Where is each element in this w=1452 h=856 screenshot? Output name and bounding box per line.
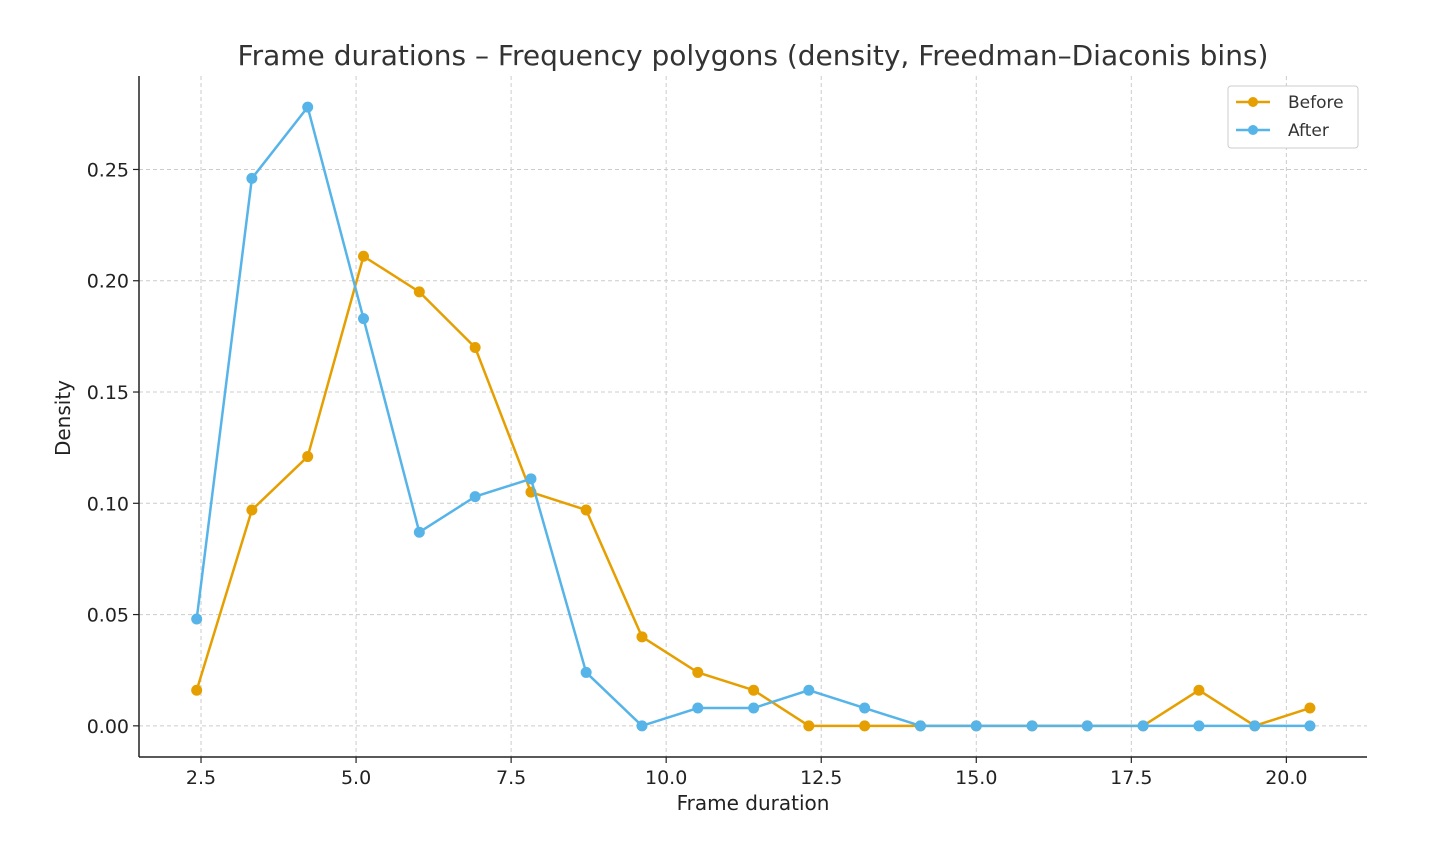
- data-point-after: [859, 702, 871, 714]
- x-tick-label: 10.0: [645, 767, 687, 789]
- axes: [138, 76, 1367, 758]
- data-point-after: [525, 473, 537, 485]
- x-tick-label: 15.0: [955, 767, 997, 789]
- data-point-after: [302, 101, 314, 113]
- data-point-before: [692, 666, 704, 678]
- y-tick-label: 0.00: [87, 716, 129, 738]
- data-point-after: [1081, 720, 1093, 732]
- chart-title: Frame durations – Frequency polygons (de…: [238, 39, 1269, 72]
- data-point-after: [1026, 720, 1038, 732]
- data-point-after: [358, 313, 370, 325]
- legend-marker-after: [1248, 125, 1258, 135]
- data-point-after: [803, 684, 815, 696]
- data-point-after: [1249, 720, 1261, 732]
- data-point-before: [1304, 702, 1316, 714]
- data-point-after: [748, 702, 760, 714]
- legend: Before After: [1227, 85, 1359, 149]
- grid-lines: [139, 76, 1367, 757]
- x-tick-label: 5.0: [341, 767, 371, 789]
- data-point-after: [191, 613, 203, 625]
- data-point-after: [636, 720, 648, 732]
- data-point-before: [413, 286, 425, 298]
- x-tick-label: 20.0: [1265, 767, 1307, 789]
- y-tick-label: 0.20: [87, 271, 129, 293]
- y-axis-ticks: 0.00 0.05 0.10 0.15 0.20 0.25: [87, 159, 139, 738]
- data-point-before: [803, 720, 815, 732]
- data-point-before: [580, 504, 592, 516]
- data-point-after: [413, 526, 425, 538]
- x-axis-ticks: 2.5 5.0 7.5 10.0 12.5 15.0 17.5 20.0: [186, 757, 1308, 789]
- x-axis-label: Frame duration: [677, 791, 830, 815]
- series-line-after: [195, 105, 1310, 728]
- data-point-after: [1137, 720, 1149, 732]
- data-point-before: [859, 720, 871, 732]
- data-point-before: [302, 451, 314, 463]
- y-tick-label: 0.10: [87, 493, 129, 515]
- y-axis-label: Density: [51, 380, 75, 456]
- data-point-before: [1193, 684, 1205, 696]
- data-point-after: [970, 720, 982, 732]
- data-point-after: [246, 172, 258, 184]
- data-point-after: [914, 720, 926, 732]
- data-point-before: [748, 684, 760, 696]
- data-point-after: [580, 666, 592, 678]
- data-point-after: [692, 702, 704, 714]
- data-point-after: [1304, 720, 1316, 732]
- y-tick-label: 0.25: [87, 159, 129, 181]
- data-point-before: [246, 504, 258, 516]
- data-point-before: [191, 684, 203, 696]
- legend-label-before: Before: [1288, 93, 1344, 113]
- x-tick-label: 17.5: [1110, 767, 1152, 789]
- x-tick-label: 7.5: [496, 767, 526, 789]
- legend-marker-before: [1248, 97, 1258, 107]
- series-line-before: [195, 255, 1311, 728]
- legend-label-after: After: [1288, 121, 1329, 141]
- data-point-before: [469, 342, 481, 354]
- data-point-after: [1193, 720, 1205, 732]
- data-point-before: [636, 631, 648, 643]
- y-tick-label: 0.15: [87, 382, 129, 404]
- x-tick-label: 12.5: [800, 767, 842, 789]
- y-tick-label: 0.05: [87, 605, 129, 627]
- series-layer: [191, 101, 1316, 732]
- data-point-before: [358, 250, 370, 262]
- data-point-after: [469, 491, 481, 503]
- x-tick-label: 2.5: [186, 767, 216, 789]
